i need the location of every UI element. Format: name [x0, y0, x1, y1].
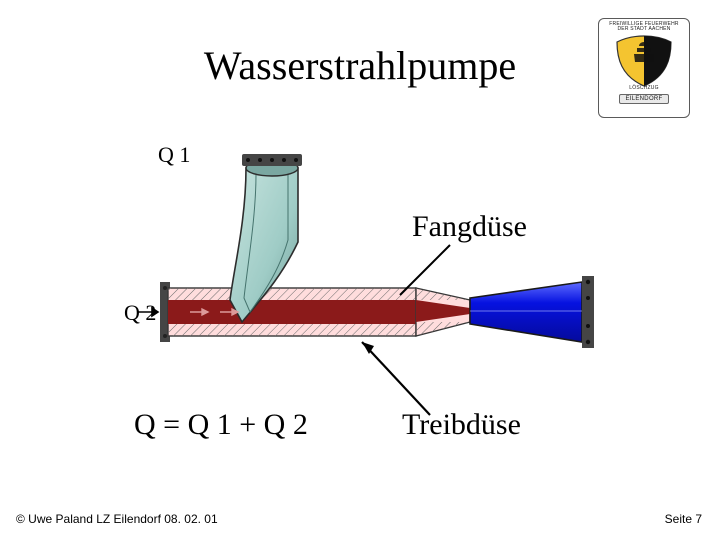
pipe-wall-bottom	[168, 324, 416, 336]
outlet-flange	[582, 276, 594, 348]
logo-shield-icon	[607, 32, 681, 88]
footer-page-number: Seite 7	[665, 512, 702, 526]
logo-unit-banner: EILENDORF	[619, 94, 668, 104]
org-logo: FREIWILLIGE FEUERWEHR DER STADT AACHEN L…	[598, 18, 690, 118]
waterjet-pump-diagram	[130, 150, 600, 380]
pipe-wall-top	[168, 288, 416, 300]
footer-copyright: © Uwe Paland LZ Eilendorf 08. 02. 01	[16, 512, 218, 526]
slide: Wasserstrahlpumpe FREIWILLIGE FEUERWEHR …	[0, 0, 720, 540]
q1-label: Q 1	[158, 142, 190, 168]
flow-equation: Q = Q 1 + Q 2	[134, 408, 308, 442]
logo-sub: LÖSCHZUG	[629, 86, 658, 91]
q2-label: Q 2	[124, 300, 156, 326]
diffuser-nozzle	[470, 282, 582, 342]
fangduese-label: Fangdüse	[412, 210, 527, 244]
treibduese-label: Treibdüse	[402, 408, 521, 442]
logo-frame: FREIWILLIGE FEUERWEHR DER STADT AACHEN L…	[598, 18, 690, 118]
